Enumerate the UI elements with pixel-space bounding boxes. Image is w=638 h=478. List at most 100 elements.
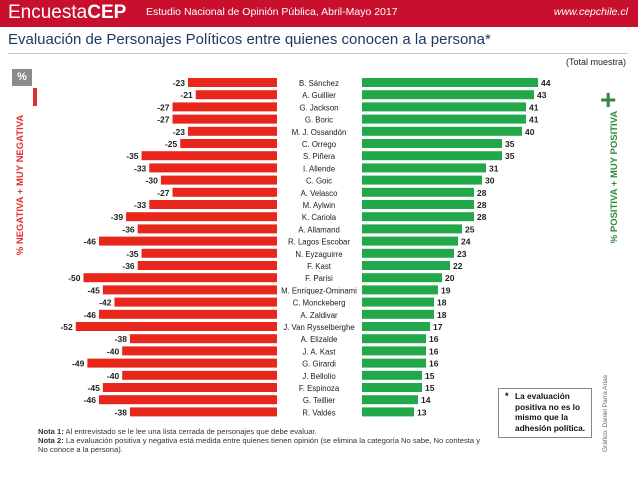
positive-bar xyxy=(362,297,434,307)
positive-value-label: 20 xyxy=(445,273,455,283)
category-label: B. Sánchez xyxy=(299,79,339,88)
positive-bar xyxy=(362,163,486,173)
positive-value-label: 15 xyxy=(425,371,435,381)
header-url-link[interactable]: www.cepchile.cl xyxy=(553,6,628,18)
negative-bar xyxy=(98,236,277,246)
category-label: K. Cariola xyxy=(302,213,337,222)
positive-value-label: 40 xyxy=(525,127,535,137)
negative-bar xyxy=(87,358,278,368)
positive-bar xyxy=(362,126,522,136)
negative-value-label: -39 xyxy=(111,212,124,222)
category-label: F. Kast xyxy=(307,262,332,271)
negative-value-label: -23 xyxy=(173,127,186,137)
negative-value-label: -25 xyxy=(165,139,178,149)
negative-bar xyxy=(149,200,277,209)
positive-value-label: 22 xyxy=(453,261,463,271)
category-label: G. Girardi xyxy=(302,360,336,369)
positive-value-label: 18 xyxy=(437,310,447,320)
note-1-label: Nota 1: xyxy=(38,427,64,436)
negative-bar xyxy=(129,334,277,344)
note-2-text: La evaluación positiva y negativa está m… xyxy=(38,436,480,455)
negative-value-label: -46 xyxy=(84,237,97,247)
category-label: S. Piñera xyxy=(303,152,336,161)
negative-bar xyxy=(172,187,277,197)
positive-bar xyxy=(362,358,426,368)
category-label: M. Aylwin xyxy=(303,201,336,210)
note-1-text: Al entrevistado se le lee una lista cerr… xyxy=(65,427,317,436)
positive-bar xyxy=(362,200,474,209)
negative-value-label: -38 xyxy=(115,407,128,417)
page-title: Evaluación de Personajes Políticos entre… xyxy=(8,31,491,48)
negative-value-label: -38 xyxy=(115,334,128,344)
negative-bar xyxy=(137,261,277,270)
category-label: F. Espinoza xyxy=(299,384,340,393)
negative-value-label: -42 xyxy=(99,298,112,308)
positive-value-label: 30 xyxy=(485,176,495,186)
positive-bar xyxy=(362,139,502,148)
positive-value-label: 15 xyxy=(425,383,435,393)
category-label: G. Boric xyxy=(305,116,333,125)
negative-bar xyxy=(149,163,277,173)
category-label: G. Jackson xyxy=(300,103,339,112)
negative-bar xyxy=(187,78,277,87)
positive-value-label: 16 xyxy=(429,359,439,369)
credit-text: Gráfico: Daniel Parra Arias xyxy=(602,375,609,452)
negative-value-label: -27 xyxy=(157,115,170,125)
positive-bar xyxy=(362,334,426,344)
negative-bar xyxy=(141,151,277,161)
footnotes: Nota 1: Al entrevistado se le lee una li… xyxy=(38,427,488,455)
positive-bar xyxy=(362,114,526,124)
negative-bar xyxy=(180,139,277,148)
positive-bar xyxy=(362,90,534,100)
negative-value-label: -49 xyxy=(72,359,85,369)
category-label: G. Teillier xyxy=(303,396,336,405)
negative-value-label: -50 xyxy=(68,273,81,283)
negative-bar xyxy=(172,114,277,124)
negative-value-label: -27 xyxy=(157,102,170,112)
positive-value-label: 17 xyxy=(433,322,443,332)
positive-bar xyxy=(362,175,482,185)
minus-icon xyxy=(33,88,37,106)
note-2-label: Nota 2: xyxy=(38,436,64,446)
positive-value-label: 28 xyxy=(477,212,487,222)
negative-bar xyxy=(102,383,277,392)
note-2: Nota 2: La evaluación positiva y negativ… xyxy=(38,436,488,454)
negative-bar xyxy=(187,126,277,136)
positive-bar xyxy=(362,370,422,380)
positive-bar xyxy=(362,395,418,405)
negative-value-label: -30 xyxy=(146,176,159,186)
positive-bar xyxy=(362,236,458,246)
negative-bar xyxy=(83,273,277,283)
negative-bar xyxy=(160,175,277,185)
negative-bar xyxy=(98,309,277,319)
category-label: R. Valdés xyxy=(302,408,335,417)
category-label: A. Zaldivar xyxy=(300,311,338,320)
category-label: F. Parisi xyxy=(305,274,333,283)
negative-bar xyxy=(137,224,277,234)
category-label: M. J. Ossandón xyxy=(292,128,347,137)
positive-bar xyxy=(362,346,426,356)
negative-bar xyxy=(114,297,278,307)
positive-bar xyxy=(362,224,462,234)
positive-value-label: 41 xyxy=(529,115,539,125)
category-label: C. Orrego xyxy=(302,140,337,149)
positive-value-label: 25 xyxy=(465,224,475,234)
positive-bar xyxy=(362,212,474,222)
positive-value-label: 28 xyxy=(477,200,487,210)
negative-bar xyxy=(126,212,277,222)
category-label: C. Goic xyxy=(306,177,332,186)
positive-value-label: 19 xyxy=(441,285,451,295)
positive-value-label: 18 xyxy=(437,298,447,308)
plus-icon: + xyxy=(600,84,617,115)
category-label: R. Lagos Escobar xyxy=(288,238,350,247)
title-divider xyxy=(8,53,628,54)
header-bar: EncuestaCEP Estudio Nacional de Opinión … xyxy=(0,0,638,27)
negative-bar xyxy=(122,370,277,380)
negative-bar xyxy=(75,322,277,331)
negative-value-label: -21 xyxy=(180,90,193,100)
positive-bar xyxy=(362,248,454,258)
category-label: I. Allende xyxy=(303,164,335,173)
positive-bar xyxy=(362,273,442,283)
negative-bar xyxy=(98,395,277,405)
